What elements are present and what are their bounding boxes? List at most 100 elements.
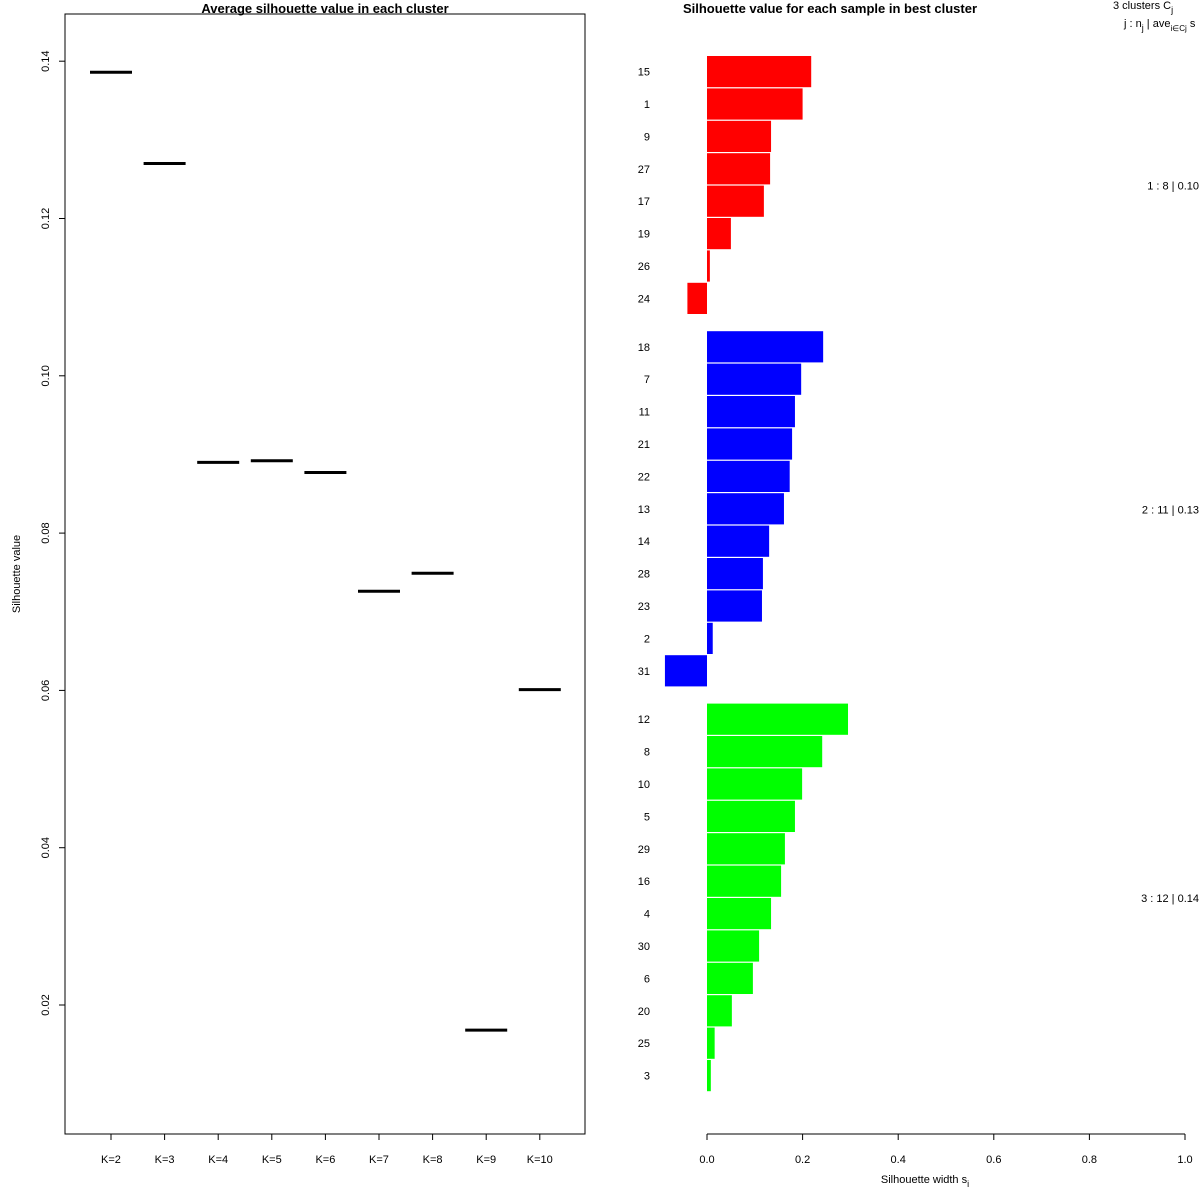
left-y-tick-label: 0.02 — [40, 994, 52, 1015]
sample-label: 19 — [638, 229, 650, 241]
silhouette-bar — [707, 363, 802, 395]
silhouette-bar — [707, 525, 770, 557]
silhouette-width-chart: Silhouette value for each sample in best… — [638, 0, 1199, 1189]
left-y-axis-label: Silhouette value — [11, 535, 23, 613]
silhouette-bar — [707, 865, 782, 897]
sample-label: 20 — [638, 1006, 650, 1018]
sample-label: 7 — [644, 374, 650, 386]
right-x-tick-label: 1.0 — [1177, 1154, 1192, 1166]
cluster-summary: 3 : 12 | 0.14 — [1141, 893, 1199, 905]
silhouette-bar — [707, 703, 849, 735]
silhouette-bar — [707, 250, 710, 282]
sample-label: 14 — [638, 536, 650, 548]
left-x-tick-label: K=4 — [208, 1154, 228, 1166]
sample-label: 27 — [638, 164, 650, 176]
left-x-tick-label: K=5 — [262, 1154, 282, 1166]
sample-label: 18 — [638, 342, 650, 354]
sample-label: 23 — [638, 601, 650, 613]
silhouette-bar — [664, 655, 707, 687]
silhouette-bar — [707, 428, 793, 460]
sample-label: 6 — [644, 973, 650, 985]
silhouette-bar — [707, 995, 732, 1027]
right-x-tick-label: 0.4 — [891, 1154, 906, 1166]
sample-label: 25 — [638, 1038, 650, 1050]
silhouette-bar — [707, 331, 824, 363]
header-line1-text: 3 clusters C — [1113, 0, 1171, 12]
sample-label: 4 — [644, 909, 650, 921]
right-chart-title: Silhouette value for each sample in best… — [683, 1, 977, 16]
right-x-tick-label: 0.6 — [986, 1154, 1001, 1166]
left-y-tick-label: 0.10 — [40, 365, 52, 386]
sample-label: 31 — [638, 666, 650, 678]
left-x-tick-label: K=7 — [369, 1154, 389, 1166]
sample-label: 26 — [638, 261, 650, 273]
silhouette-bar — [707, 736, 823, 768]
left-x-tick-label: K=6 — [315, 1154, 335, 1166]
left-plot-frame — [64, 13, 586, 1135]
left-x-tick-label: K=8 — [423, 1154, 443, 1166]
sample-label: 5 — [644, 811, 650, 823]
silhouette-bar — [707, 622, 713, 654]
sample-label: 30 — [638, 941, 650, 953]
sample-label: 29 — [638, 844, 650, 856]
left-y-tick-label: 0.06 — [40, 680, 52, 701]
header-line2-text-a: j : n — [1123, 18, 1142, 30]
silhouette-bar — [707, 800, 795, 832]
silhouette-bar — [707, 590, 762, 622]
silhouette-bar — [707, 153, 771, 185]
silhouette-bar — [707, 120, 772, 152]
left-y-tick-label: 0.14 — [40, 50, 52, 71]
sample-label: 11 — [639, 407, 650, 419]
left-x-axis: K=2 K=3 K=4 K=5 K=6 K=7 K=8 K=9 K=10 — [101, 1133, 553, 1166]
silhouette-bar — [707, 1027, 715, 1059]
sample-label: 10 — [638, 779, 650, 791]
silhouette-bar — [707, 898, 772, 930]
silhouette-bar — [707, 396, 795, 428]
silhouette-bar — [707, 768, 803, 800]
cluster-summary: 1 : 8 | 0.10 — [1147, 181, 1199, 193]
right-x-axis: 0.0 0.2 0.4 0.6 0.8 1.0 — [699, 1133, 1193, 1166]
silhouette-bar — [707, 185, 764, 217]
left-x-tick-label: K=2 — [101, 1154, 121, 1166]
left-x-tick-label: K=9 — [476, 1154, 496, 1166]
silhouette-bar — [707, 460, 790, 492]
right-x-axis-label-text: Silhouette width s — [881, 1174, 968, 1186]
sample-label: 8 — [644, 747, 650, 759]
right-x-axis-label-sub: i — [967, 1179, 969, 1189]
sample-label: 16 — [638, 876, 650, 888]
left-y-tick-label: 0.12 — [40, 208, 52, 229]
right-x-axis-label: Silhouette width si — [881, 1174, 969, 1189]
header-columns-label: j : nj | avei∈Cj s — [1123, 18, 1196, 33]
header-line2-text-b: | ave — [1144, 18, 1171, 30]
sample-label: 24 — [638, 293, 650, 305]
left-y-axis: 0.02 0.04 0.06 0.08 0.10 0.12 0.14 — [40, 50, 65, 1016]
left-x-tick-label: K=10 — [527, 1154, 553, 1166]
silhouette-bar — [707, 930, 760, 962]
average-silhouette-chart: Average silhouette value in each cluster… — [11, 1, 586, 1166]
right-x-tick-label: 0.8 — [1082, 1154, 1097, 1166]
silhouette-bar — [707, 218, 731, 250]
silhouette-bar — [707, 88, 803, 120]
header-line2-sub-b: i∈Cj — [1170, 24, 1187, 33]
sample-label: 21 — [638, 439, 650, 451]
left-y-tick-label: 0.04 — [40, 837, 52, 858]
header-line2-sub-a: j — [1141, 23, 1144, 33]
sample-label: 17 — [638, 196, 650, 208]
left-x-tick-label: K=3 — [155, 1154, 175, 1166]
sample-label: 12 — [638, 714, 650, 726]
left-series — [90, 70, 561, 1032]
silhouette-bar — [687, 282, 707, 314]
sample-label: 9 — [644, 131, 650, 143]
silhouette-bar — [707, 833, 785, 865]
sample-label: 1 — [644, 99, 650, 111]
right-x-tick-label: 0.2 — [795, 1154, 810, 1166]
header-line2-text-c: s — [1187, 18, 1196, 30]
cluster-summary: 2 : 11 | 0.13 — [1142, 504, 1199, 516]
sample-label: 2 — [644, 633, 650, 645]
silhouette-bar — [707, 493, 784, 525]
sample-label: 15 — [638, 67, 650, 79]
left-y-tick-label: 0.08 — [40, 522, 52, 543]
sample-label: 3 — [644, 1071, 650, 1083]
